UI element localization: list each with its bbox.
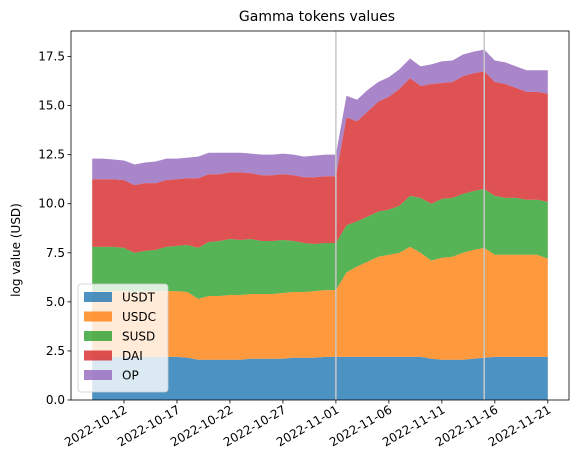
y-tick-label: 7.5 bbox=[46, 246, 65, 260]
legend-label-op: OP bbox=[122, 369, 139, 383]
y-tick-label: 12.5 bbox=[38, 148, 65, 162]
legend-label-dai: DAI bbox=[122, 349, 143, 363]
legend-swatch-dai bbox=[84, 351, 112, 361]
y-tick-label: 15.0 bbox=[38, 99, 65, 113]
y-axis-label: log value (USD) bbox=[9, 203, 23, 297]
legend: USDT USDC SUSD DAI OP bbox=[78, 284, 168, 392]
legend-label-susd: SUSD bbox=[122, 330, 155, 344]
y-tick-label: 10.0 bbox=[38, 197, 65, 211]
y-tick-label: 17.5 bbox=[38, 50, 65, 64]
legend-label-usdt: USDT bbox=[122, 291, 156, 305]
legend-swatch-op bbox=[84, 370, 112, 380]
legend-swatch-usdc bbox=[84, 312, 112, 322]
legend-swatch-susd bbox=[84, 331, 112, 341]
chart-title: Gamma tokens values bbox=[239, 9, 395, 25]
y-tick-label: 0.0 bbox=[46, 393, 65, 407]
y-tick-label: 2.5 bbox=[46, 344, 65, 358]
legend-label-usdc: USDC bbox=[122, 310, 156, 324]
y-tick-label: 5.0 bbox=[46, 295, 65, 309]
legend-swatch-usdt bbox=[84, 292, 112, 302]
